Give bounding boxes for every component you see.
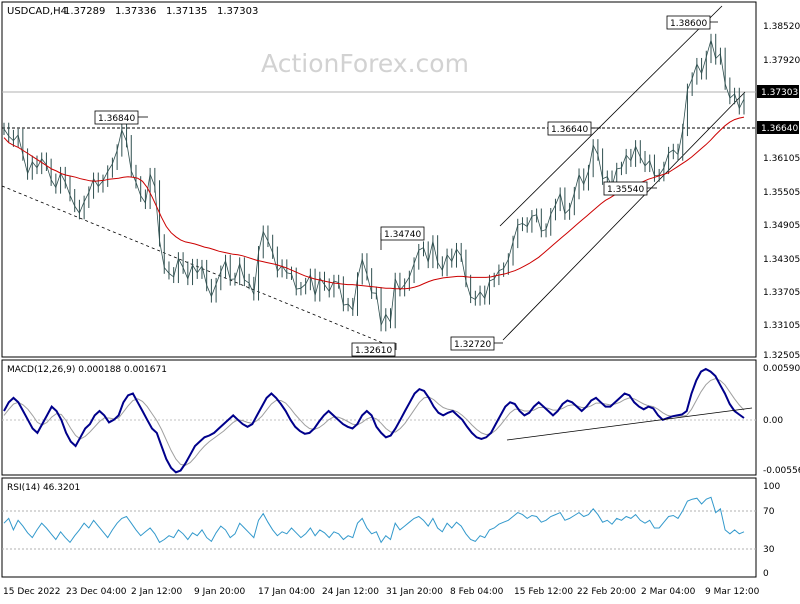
level-price-label: 1.36640 xyxy=(761,124,798,134)
x-tick-label: 24 Jan 12:00 xyxy=(322,587,379,597)
rsi-line xyxy=(3,496,745,544)
rsi-panel-frame xyxy=(1,477,757,578)
callout-1-3684: 1.36840 xyxy=(94,110,148,125)
price-axis: 1.38520 1.37920 1.36105 1.35505 1.34905 … xyxy=(763,22,800,361)
x-axis: 15 Dec 2022 23 Dec 04:00 2 Jan 12:00 9 Jan … xyxy=(3,587,760,597)
callout-2-3474: 1.34740 xyxy=(380,226,425,250)
macd-tick: -0.005563 xyxy=(763,466,800,476)
rsi-tick: 30 xyxy=(763,545,775,555)
macd-tick: 0.00 xyxy=(763,416,783,426)
rsi-series xyxy=(3,496,745,544)
price-line xyxy=(3,38,745,327)
x-tick-label: 23 Dec 04:00 xyxy=(66,587,127,597)
x-tick-label: 2 Mar 04:00 xyxy=(641,587,696,597)
price-tick: 1.32505 xyxy=(763,351,800,361)
macd-panel-frame xyxy=(1,359,757,476)
last-price-box xyxy=(757,85,799,98)
watermark-text: ActionForex.com xyxy=(261,49,469,78)
x-tick-label: 2 Jan 12:00 xyxy=(131,587,183,597)
x-tick-label: 8 Feb 04:00 xyxy=(450,587,504,597)
ohlc-low: 1.37135 xyxy=(166,6,207,17)
callout-6-3554: 1.35540 xyxy=(603,181,657,196)
callout-4-3272: 1.32720 xyxy=(450,336,503,351)
x-tick-label: 9 Mar 12:00 xyxy=(705,587,760,597)
ohlc-open: 1.37289 xyxy=(64,6,105,17)
ohlc-close: 1.37303 xyxy=(217,6,258,17)
callout-text: 1.38600 xyxy=(670,19,707,29)
price-tick: 1.33105 xyxy=(763,321,800,331)
macd-tick: 0.005908 xyxy=(763,364,800,374)
callout-text: 1.35540 xyxy=(607,185,644,195)
callout-3-3261: 1.32610 xyxy=(351,342,397,357)
price-tick: 1.35505 xyxy=(763,188,800,198)
x-tick-label: 17 Jan 04:00 xyxy=(258,587,315,597)
rsi-tick: 70 xyxy=(763,507,775,517)
price-panel-frame xyxy=(1,1,757,358)
rsi-label: RSI(14) 46.3201 xyxy=(7,483,80,493)
macd-signal-series xyxy=(3,378,745,466)
price-tick: 1.38520 xyxy=(763,22,800,32)
macd-signal-line xyxy=(3,378,745,466)
rsi-tick: 0 xyxy=(763,569,769,579)
callout-text: 1.32720 xyxy=(454,340,491,350)
callout-text: 1.36640 xyxy=(551,125,588,135)
macd-trendline xyxy=(506,407,753,441)
x-tick-label: 9 Jan 20:00 xyxy=(194,587,246,597)
price-tick: 1.37920 xyxy=(763,56,800,66)
channel-lower-line xyxy=(502,91,746,341)
macd-line xyxy=(3,367,745,474)
callout-5-3664: 1.36640 xyxy=(547,121,601,136)
price-tick: 1.33705 xyxy=(763,288,800,298)
last-price-label: 1.37303 xyxy=(761,88,798,98)
price-tick: 1.36105 xyxy=(763,154,800,164)
callout-text: 1.32610 xyxy=(355,346,392,356)
channel-upper-line xyxy=(499,5,723,227)
x-tick-label: 15 Feb 12:00 xyxy=(514,587,573,597)
callout-text: 1.36840 xyxy=(98,114,135,124)
falling-trendline xyxy=(1,185,396,349)
callout-text: 1.34740 xyxy=(384,230,421,240)
macd-label: MACD(12,26,9) 0.000188 0.001671 xyxy=(7,365,167,375)
rsi-tick: 100 xyxy=(763,482,780,492)
price-series xyxy=(3,33,745,332)
level-price-box xyxy=(757,121,799,134)
chart-title: USDCAD,H4 xyxy=(7,6,67,17)
callout-7-3860: 1.38600 xyxy=(666,15,718,30)
ohlc-high: 1.37336 xyxy=(115,6,156,17)
macd-series xyxy=(3,367,745,474)
price-tick: 1.34305 xyxy=(763,255,800,265)
x-tick-label: 22 Feb 20:00 xyxy=(577,587,636,597)
x-tick-label: 15 Dec 2022 xyxy=(3,587,61,597)
price-tick: 1.34905 xyxy=(763,221,800,231)
x-tick-label: 31 Jan 20:00 xyxy=(386,587,443,597)
